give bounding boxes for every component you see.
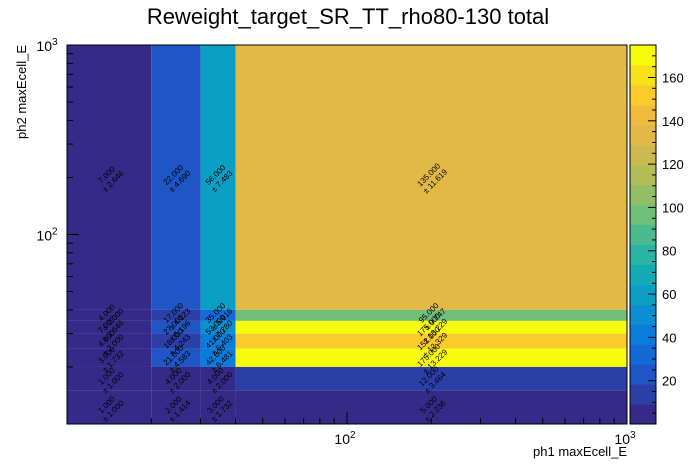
x-axis-label: ph1 maxEcell_E [533,444,627,459]
heatmap-cell [200,390,236,424]
heatmap-cell [67,366,152,391]
heatmap-cell [151,320,201,334]
colorbar-segment [630,404,656,425]
colorbar-tick-label: 160 [662,70,684,85]
colorbar-segment [630,204,656,226]
y-tick-label: 103 [36,37,58,54]
colorbar-segment [630,124,656,146]
colorbar-frame [629,44,657,425]
heatmap-cell [151,333,201,349]
colorbar-segment [630,84,656,106]
heatmap-cell [200,309,236,321]
colorbar-segment [630,364,656,385]
colorbar-segment [630,304,656,325]
heatmap-cell [235,366,628,391]
y-tick-label: 102 [36,227,58,244]
colorbar-segment [630,164,656,186]
y-axis-label: ph2 maxEcell_E [14,45,29,139]
heatmap-cell [235,320,628,334]
colorbar-tick-label: 20 [662,374,676,389]
colorbar-tick-label: 60 [662,287,676,302]
heatmap-cell [151,309,201,321]
colorbar-segment [630,45,656,66]
colorbar-segment [630,264,656,285]
colorbar-segment [630,184,656,206]
colorbar-segment [630,324,656,345]
x-tick-label: 102 [334,430,356,447]
colorbar-tick-label: 140 [662,114,684,129]
colorbar-segment [630,144,656,166]
heatmap-cell [67,309,152,321]
colorbar-tick-label: 40 [662,330,676,345]
colorbar-segment [630,344,656,365]
heatmap-cell [235,333,628,349]
heatmap-cell [200,366,236,391]
chart-title: Reweight_target_SR_TT_rho80-130 total [146,4,550,29]
heatmap-cell [151,348,201,367]
heatmap-cell [67,320,152,334]
heatmap-cell [200,348,236,367]
colorbar-segment [630,64,656,86]
heatmap-cell [151,45,201,310]
colorbar-segment [630,244,656,265]
colorbar-tick-label: 120 [662,157,684,172]
heatmap-cell [200,333,236,349]
heatmap-cell [235,45,628,310]
heatmap-cell [67,348,152,367]
heatmap-cell [67,390,152,424]
colorbar-segment [630,104,656,126]
heatmap-cell [235,348,628,367]
heatmap-cell [67,333,152,349]
heatmap-cell [200,320,236,334]
colorbar-tick-label: 100 [662,200,684,215]
colorbar-segment [630,284,656,305]
colorbar-segment [630,224,656,245]
heatmap-cell [200,45,236,310]
heatmap-cell [151,390,201,424]
heatmap-cell [67,45,152,310]
heatmap-cell [151,366,201,391]
heatmap-cell [235,309,628,321]
colorbar-tick-label: 80 [662,244,676,259]
colorbar-segment [630,384,656,405]
